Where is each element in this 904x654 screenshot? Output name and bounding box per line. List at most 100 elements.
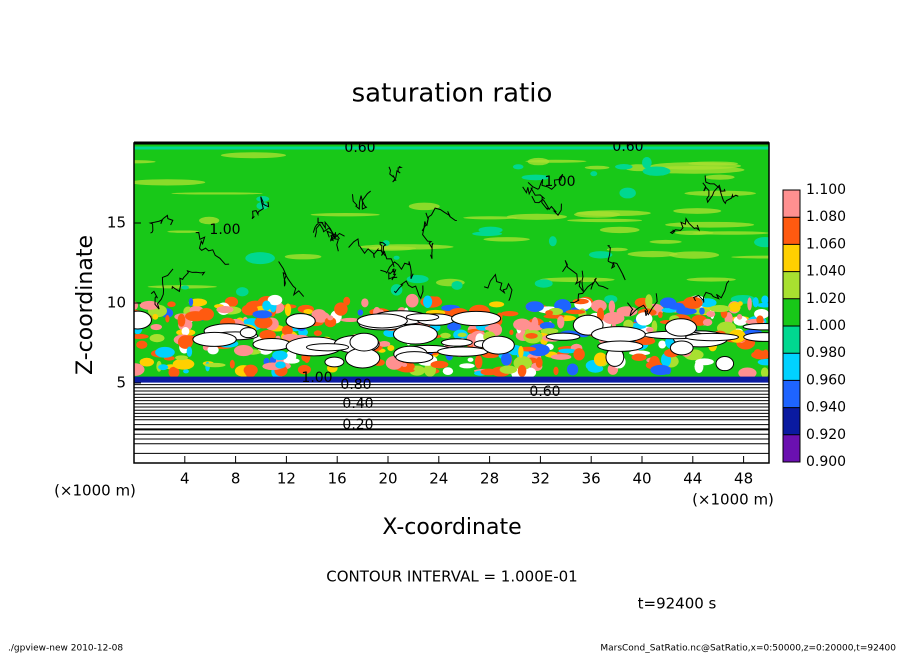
- field-streak: [390, 284, 403, 296]
- contour-line: [562, 260, 584, 292]
- contour-label: 1.00: [209, 222, 240, 238]
- field-streak: [134, 179, 206, 186]
- field-streak: [483, 237, 530, 242]
- x-tick-label: 40: [632, 470, 651, 488]
- colorbar-label: 1.080: [806, 209, 846, 225]
- field-blob: [699, 307, 705, 315]
- contour-label: 0.40: [342, 396, 373, 412]
- field-blob: [327, 315, 334, 321]
- field-streak: [590, 171, 598, 177]
- field-blob: [183, 369, 189, 374]
- field-blob: [405, 293, 419, 308]
- field-blob: [756, 302, 769, 308]
- field-cloud: [545, 332, 581, 341]
- field-streak: [673, 208, 722, 214]
- colorbar-box: [783, 434, 800, 462]
- field-blob: [442, 367, 454, 376]
- field-blob: [361, 298, 369, 308]
- field-blob: [357, 309, 364, 316]
- contour-line: [425, 207, 457, 227]
- field-blob: [657, 311, 663, 318]
- field-streak: [615, 164, 633, 170]
- field-blob: [401, 362, 408, 367]
- x-unit-right: (×1000 m): [692, 491, 774, 509]
- field-blob: [694, 360, 704, 373]
- field-streak: [256, 195, 270, 202]
- field-blob: [525, 333, 538, 339]
- contour-line: [531, 195, 562, 216]
- contour-interval: CONTOUR INTERVAL = 1.000E-01: [326, 568, 577, 586]
- field-streak: [310, 212, 380, 217]
- x-tick-label: 20: [378, 470, 397, 488]
- y-tick-label: 15: [107, 214, 126, 232]
- field-blob: [676, 307, 697, 315]
- x-tick-label: 24: [429, 470, 448, 488]
- contour-line: [607, 244, 626, 281]
- field-blob: [540, 328, 559, 334]
- field-blob: [709, 305, 731, 313]
- field-blob: [167, 301, 176, 308]
- field-blob: [186, 346, 193, 357]
- field-cloud: [239, 327, 257, 339]
- chart-title: saturation ratio: [352, 79, 553, 109]
- field-cloud: [664, 318, 697, 337]
- field-streak: [674, 230, 714, 236]
- field-blob: [134, 301, 139, 310]
- field-blob: [252, 310, 273, 319]
- field-blob: [702, 318, 713, 326]
- contour-label: 0.60: [344, 140, 375, 156]
- field-blob: [513, 356, 532, 370]
- contour-line: [380, 261, 414, 279]
- field-cloud: [324, 356, 345, 368]
- field-blob: [275, 361, 286, 369]
- contour-line: [150, 268, 174, 310]
- colorbar-label: 1.040: [806, 264, 846, 280]
- field-blob: [181, 327, 190, 336]
- field-blob: [557, 315, 565, 329]
- field-blob: [457, 332, 467, 338]
- field-blob: [728, 302, 741, 313]
- field-blob: [646, 327, 654, 333]
- colorbar-box: [783, 190, 800, 218]
- field-blob: [229, 359, 235, 369]
- field-blob: [467, 357, 474, 362]
- field-streak: [754, 237, 769, 248]
- contour-label: 0.60: [529, 384, 560, 400]
- field-blob: [528, 343, 550, 357]
- field-streak: [199, 216, 220, 225]
- field-blob: [175, 355, 188, 361]
- field-blob: [172, 358, 195, 370]
- footer-left: ./gpview-new 2010-12-08: [8, 644, 123, 654]
- field-blob: [139, 357, 155, 367]
- field-blob: [747, 297, 752, 311]
- contour-line: [669, 217, 701, 235]
- field-streak: [548, 236, 557, 247]
- field-blob: [658, 340, 667, 349]
- field-blob: [525, 301, 544, 312]
- contour-line: [421, 221, 434, 259]
- field-blob: [400, 368, 415, 373]
- field-blob: [474, 355, 483, 369]
- contour-line: [195, 231, 230, 265]
- field-blob: [682, 296, 703, 309]
- field-blob: [334, 302, 348, 316]
- field: 0.60 0.60 1.00 1.00 1.00 0.80 0.60 0.40 0.20: [134, 139, 769, 463]
- field-streak: [599, 226, 640, 234]
- colorbar-label: 0.920: [806, 427, 846, 443]
- field-blob: [281, 325, 293, 336]
- field-blob: [539, 322, 555, 330]
- field-streak: [134, 160, 156, 164]
- x-tick-label: 4: [180, 470, 190, 488]
- contour-label: 0.60: [612, 139, 643, 155]
- field-blob: [378, 341, 391, 347]
- contour-label: 1.00: [544, 174, 575, 190]
- x-tick-label: 44: [683, 470, 702, 488]
- field-cloud: [591, 326, 646, 343]
- field-streak: [521, 174, 550, 181]
- colorbar-box: [783, 244, 800, 272]
- field-blob: [233, 344, 254, 357]
- field-blob: [204, 362, 226, 368]
- field-blob: [340, 317, 360, 323]
- field-blob: [283, 358, 300, 364]
